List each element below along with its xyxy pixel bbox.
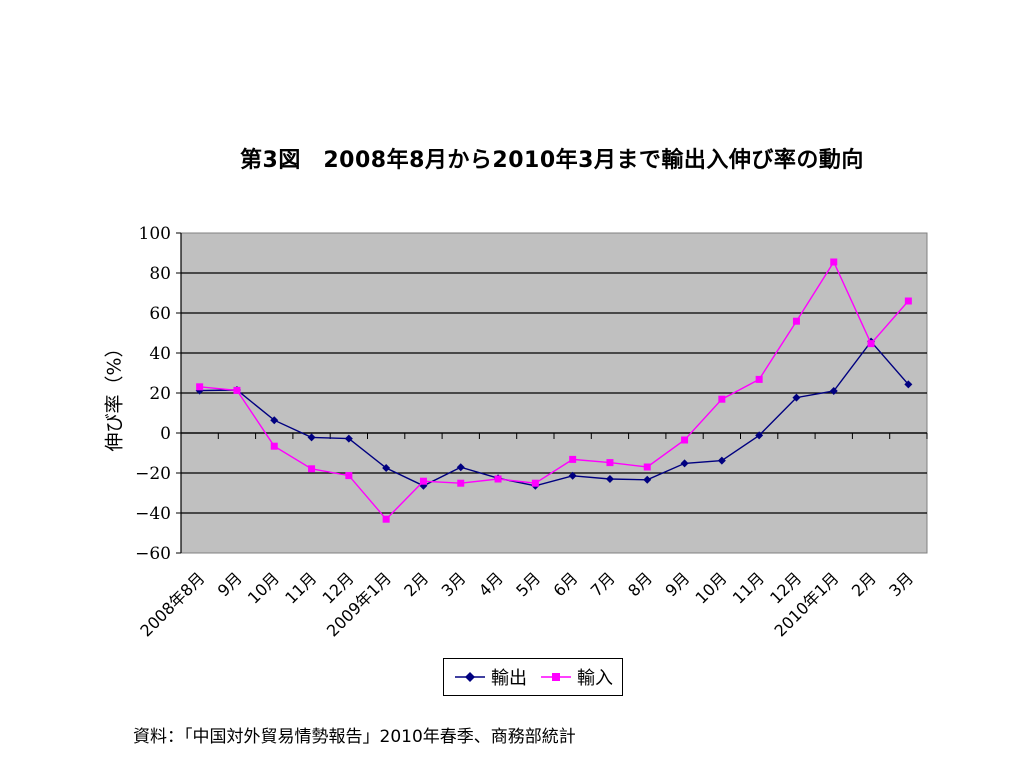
x-tick-label: 2月	[848, 568, 880, 600]
data-point	[792, 317, 800, 325]
y-axis-label: 伸び率（%）	[103, 338, 126, 452]
data-point	[494, 475, 502, 483]
data-point	[681, 436, 689, 444]
axes	[176, 232, 928, 554]
x-tick-label: 6月	[550, 568, 582, 600]
data-point	[717, 456, 726, 465]
x-tick-label: 9月	[214, 568, 246, 600]
data-point	[718, 395, 726, 403]
x-tick-label: 2008年8月	[136, 568, 208, 640]
legend: 輸出 輸入	[443, 658, 623, 696]
data-point	[307, 433, 316, 442]
data-point	[643, 475, 652, 484]
legend-swatch-import	[541, 673, 571, 681]
y-tick-label: −20	[135, 464, 171, 484]
legend-label-export: 輸出	[491, 668, 527, 689]
y-tick-label: 40	[149, 344, 171, 364]
x-tick-label: 2月	[400, 568, 432, 600]
data-point	[270, 442, 278, 450]
legend-item-export: 輸出	[453, 664, 527, 690]
series-line	[199, 260, 909, 521]
data-point	[755, 375, 763, 383]
legend-item-import: 輸入	[539, 664, 613, 690]
data-point	[904, 297, 912, 305]
x-tick-label: 3月	[885, 568, 917, 600]
data-point	[792, 393, 801, 402]
y-tick-label: 20	[149, 384, 171, 404]
x-tick-label: 3月	[438, 568, 470, 600]
x-tick-label: 11月	[281, 568, 320, 607]
x-tick-label: 4月	[475, 568, 507, 600]
x-tick-label: 5月	[512, 568, 544, 600]
y-tick-label: 60	[149, 304, 171, 324]
data-point	[457, 479, 465, 487]
chart-title: 第3図 2008年8月から2010年3月まで輸出入伸び率の動向	[240, 148, 864, 173]
data-point	[568, 471, 577, 480]
data-point	[904, 380, 913, 389]
x-tick-label: 7月	[587, 568, 619, 600]
data-point	[606, 459, 614, 467]
data-point	[308, 465, 316, 473]
legend-swatch-export	[455, 672, 485, 682]
data-point	[829, 387, 838, 395]
y-tick-label: 0	[160, 424, 171, 444]
y-tick-label: 100	[139, 224, 171, 244]
y-tick-label: 80	[149, 264, 171, 284]
x-tick-label: 10月	[244, 568, 283, 607]
data-point	[755, 431, 764, 440]
data-point	[345, 472, 353, 480]
y-tick-label: −40	[135, 504, 171, 524]
data-point	[867, 340, 875, 348]
data-point	[196, 383, 204, 391]
data-point	[233, 386, 241, 394]
data-point	[382, 515, 390, 523]
series-import	[196, 258, 912, 523]
data-point	[605, 475, 614, 483]
data-point	[344, 434, 353, 443]
x-tick-label: 9月	[661, 568, 693, 600]
data-point	[270, 416, 279, 425]
data-point	[569, 455, 577, 463]
x-tick-label: 10月	[692, 568, 731, 607]
series-line	[199, 340, 909, 487]
data-point	[680, 459, 689, 468]
data-point	[382, 464, 391, 472]
data-point	[643, 463, 651, 471]
x-tick-label: 8月	[624, 568, 656, 600]
source-note: 資料：「中国対外貿易情勢報告」2010年春季、商務部統計	[133, 727, 576, 747]
data-point	[531, 479, 539, 487]
data-point	[456, 463, 465, 472]
y-tick-labels: −60 −40 −20 0 20 40 60 80 100	[135, 224, 171, 564]
legend-label-import: 輸入	[577, 668, 613, 689]
x-tick-label: 11月	[729, 568, 768, 607]
series	[195, 258, 913, 523]
data-point	[830, 258, 838, 266]
y-tick-label: −60	[135, 544, 171, 564]
data-point	[419, 477, 427, 485]
